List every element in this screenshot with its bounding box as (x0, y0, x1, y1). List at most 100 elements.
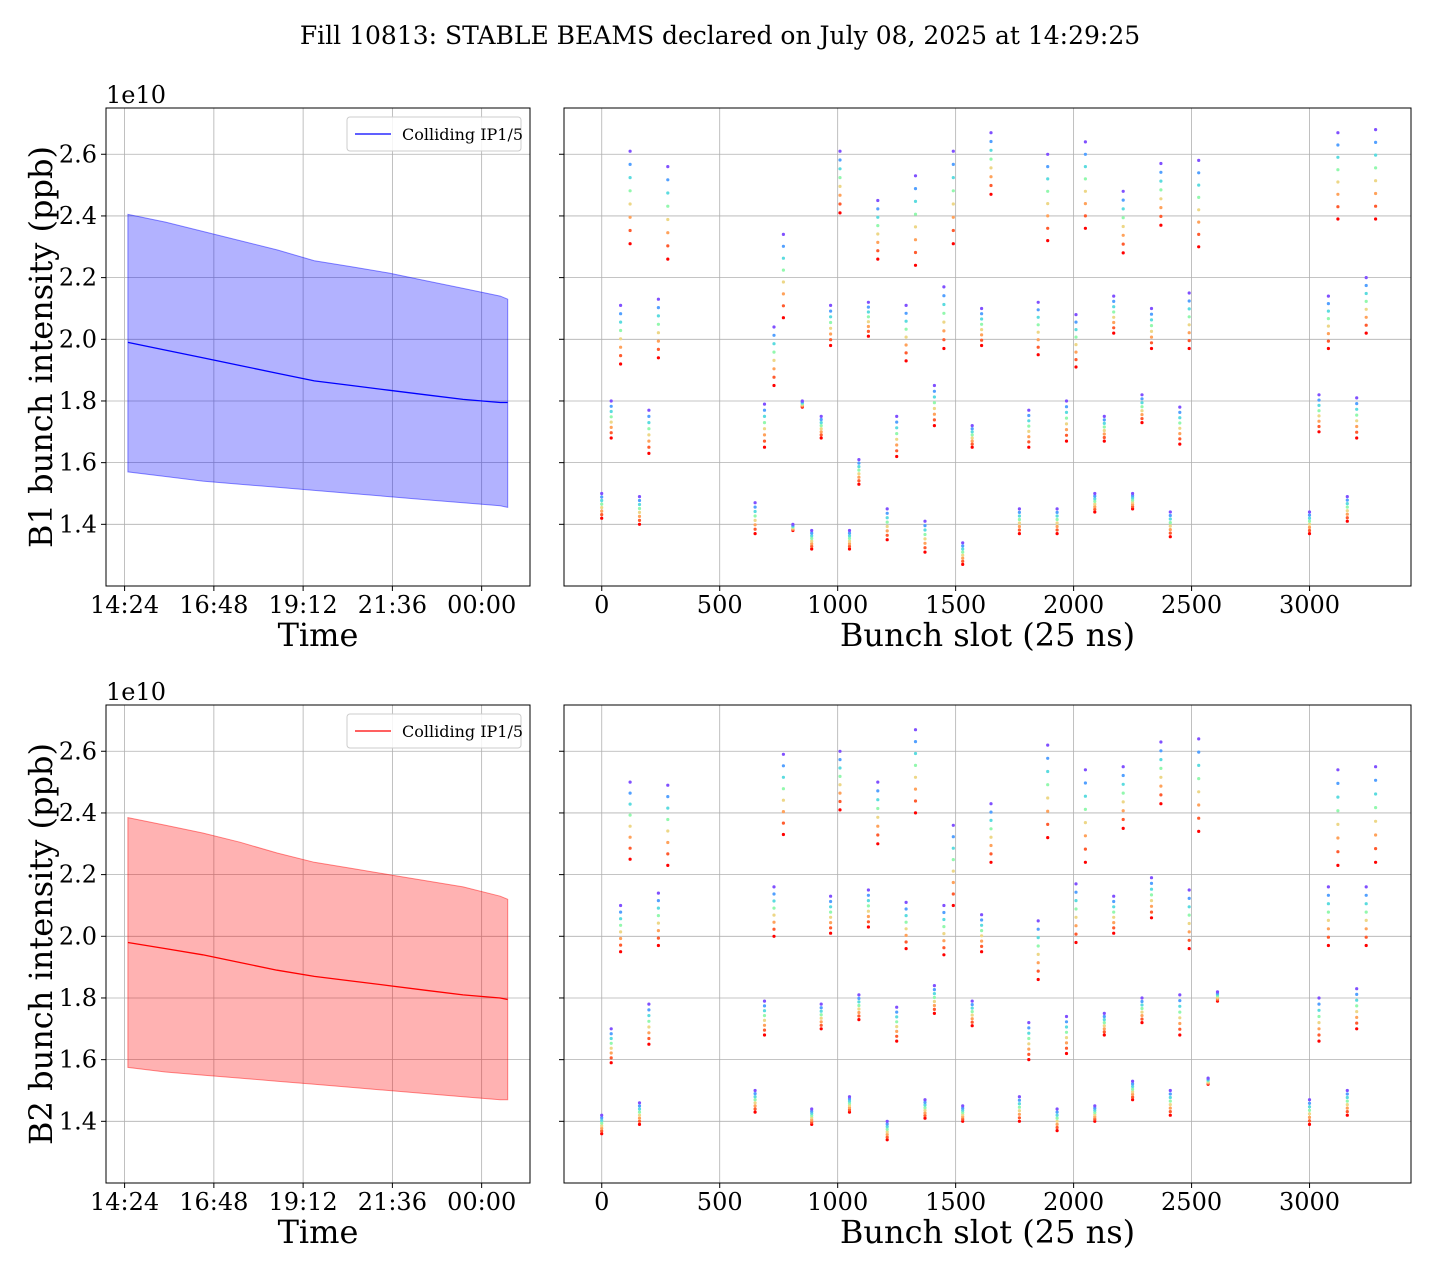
data-point (647, 445, 651, 449)
data-point (857, 1007, 861, 1011)
data-point (951, 215, 955, 219)
data-point (876, 249, 880, 253)
data-point (829, 905, 833, 909)
data-point (1112, 310, 1116, 314)
axes-frame (563, 704, 1412, 1184)
y-tick-label: 2.6 (59, 737, 97, 765)
legend-label: Colliding IP1/5 (402, 125, 523, 144)
data-point (1017, 524, 1022, 529)
data-point (619, 923, 623, 927)
data-point (647, 451, 651, 455)
data-point (1017, 514, 1022, 518)
data-point (876, 224, 880, 228)
scatter-points (600, 728, 1378, 1142)
data-point (866, 914, 871, 919)
data-point (628, 791, 632, 795)
data-point (1027, 440, 1031, 444)
data-point (970, 442, 974, 446)
data-point (1140, 413, 1144, 417)
data-point (1187, 315, 1191, 319)
data-point (913, 728, 918, 732)
y-tick-label: 2.4 (59, 799, 97, 827)
data-point (847, 1106, 852, 1110)
data-point (762, 414, 767, 418)
data-point (838, 783, 842, 787)
data-point (1364, 276, 1368, 280)
data-point (762, 1009, 767, 1013)
data-point (609, 399, 613, 403)
data-point (1046, 152, 1050, 156)
data-point (1140, 405, 1144, 409)
data-point (847, 1101, 852, 1105)
data-point (970, 1020, 974, 1024)
data-point (1036, 936, 1040, 940)
data-point (1102, 1018, 1106, 1022)
data-point (923, 541, 927, 545)
data-point (1336, 217, 1340, 221)
data-point (1374, 847, 1378, 851)
data-point (1326, 309, 1330, 313)
data-point (1307, 532, 1312, 536)
data-point (847, 528, 852, 533)
data-point (1140, 417, 1144, 421)
data-point (819, 1013, 823, 1017)
data-point (1055, 514, 1059, 518)
x-tick-label: 14:24 (90, 591, 159, 619)
data-point (1355, 419, 1359, 423)
x-tick-label: 2000 (1043, 1188, 1104, 1216)
axes-frame (105, 107, 531, 587)
data-point (1083, 807, 1087, 812)
data-point (647, 433, 651, 437)
data-point (951, 189, 955, 193)
data-point (913, 187, 918, 191)
data-point (1083, 847, 1087, 851)
data-point (656, 314, 661, 318)
data-point (1064, 1014, 1069, 1019)
data-point (895, 454, 899, 459)
data-point (980, 338, 984, 342)
data-point (970, 445, 974, 449)
data-point (885, 524, 889, 529)
data-point (885, 511, 889, 515)
data-point (932, 406, 937, 411)
data-point (1131, 1084, 1135, 1089)
data-point (970, 999, 974, 1003)
data-point (895, 1025, 899, 1029)
data-point (857, 1000, 861, 1004)
data-point (885, 529, 889, 533)
data-point (942, 932, 946, 936)
data-point (1017, 517, 1022, 522)
data-point (1074, 882, 1078, 886)
data-point (1178, 410, 1182, 414)
data-point (857, 993, 861, 997)
data-point (781, 232, 786, 236)
data-point (600, 1124, 604, 1128)
data-point (1121, 233, 1125, 237)
data-point (609, 431, 613, 435)
data-point (1336, 131, 1340, 135)
data-point (1102, 1011, 1106, 1016)
x-tick-label: 00:00 (447, 1188, 516, 1216)
data-point (1178, 421, 1182, 425)
data-point (1121, 765, 1125, 769)
data-point (951, 202, 955, 206)
data-point (829, 899, 833, 904)
data-point (810, 544, 814, 549)
data-point (1083, 834, 1087, 838)
data-point (1178, 993, 1182, 997)
data-point (781, 810, 786, 814)
data-point (1140, 421, 1144, 425)
data-point (637, 514, 642, 519)
data-point (1326, 324, 1330, 328)
data-point (923, 546, 927, 550)
data-point (753, 1101, 757, 1105)
data-point (1307, 528, 1312, 533)
data-point (961, 1115, 965, 1119)
data-point (1159, 793, 1163, 797)
data-point (1027, 1036, 1031, 1041)
data-point (1197, 777, 1201, 781)
data-point (656, 306, 661, 310)
data-point (1355, 407, 1359, 411)
data-point (1364, 323, 1368, 327)
